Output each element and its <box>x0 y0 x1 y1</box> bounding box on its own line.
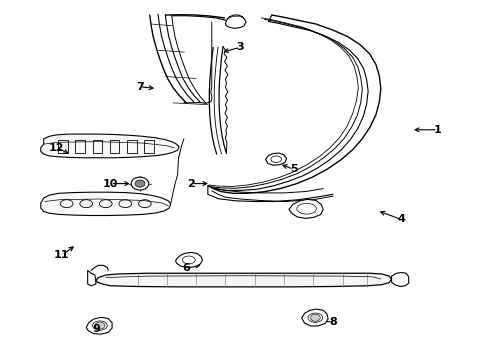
Polygon shape <box>41 192 171 216</box>
Bar <box>127 140 137 153</box>
Polygon shape <box>289 199 323 219</box>
Polygon shape <box>392 273 409 287</box>
Text: 7: 7 <box>136 82 144 92</box>
Bar <box>93 140 102 153</box>
Text: 11: 11 <box>54 250 70 260</box>
Polygon shape <box>88 270 96 286</box>
Bar <box>144 140 154 153</box>
Polygon shape <box>86 318 112 334</box>
Text: 5: 5 <box>290 164 297 174</box>
Text: 1: 1 <box>434 125 442 135</box>
Polygon shape <box>175 252 202 267</box>
Polygon shape <box>266 153 287 165</box>
Circle shape <box>135 180 145 187</box>
Text: 8: 8 <box>329 317 337 327</box>
Polygon shape <box>96 273 392 287</box>
Bar <box>58 140 68 153</box>
Polygon shape <box>225 15 246 28</box>
Circle shape <box>311 314 320 321</box>
Text: 2: 2 <box>187 179 195 189</box>
Polygon shape <box>41 134 179 158</box>
Bar <box>75 140 85 153</box>
Circle shape <box>95 322 105 329</box>
Bar <box>110 140 120 153</box>
Text: 4: 4 <box>397 215 405 224</box>
Text: 12: 12 <box>49 143 65 153</box>
Text: 3: 3 <box>236 42 244 52</box>
Polygon shape <box>302 309 328 326</box>
Text: 6: 6 <box>182 263 190 273</box>
Text: 9: 9 <box>92 324 100 334</box>
Text: 10: 10 <box>103 179 118 189</box>
